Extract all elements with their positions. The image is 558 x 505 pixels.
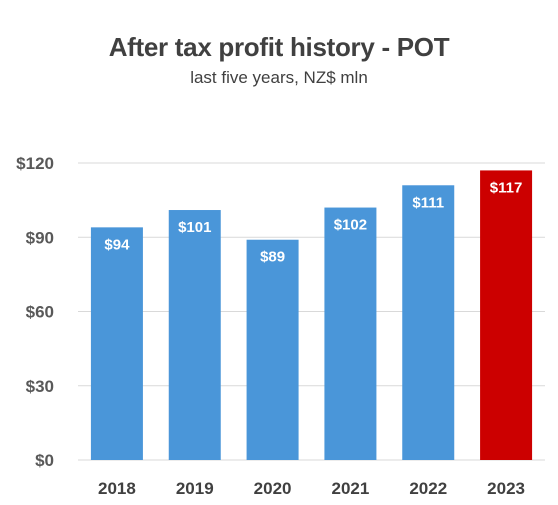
- data-label-2021: $102: [334, 217, 367, 234]
- y-tick-label: $60: [26, 303, 54, 322]
- data-label-2023: $117: [490, 179, 523, 196]
- bar-2018: [90, 227, 143, 460]
- y-tick-label: $0: [35, 451, 54, 470]
- chart-subtitle: last five years, NZ$ mln: [190, 68, 368, 87]
- bar-2020: [246, 239, 299, 460]
- x-tick-label-2023: 2023: [487, 479, 525, 498]
- gridlines: [78, 162, 545, 461]
- bar-2019: [168, 210, 221, 460]
- bar-2023: [480, 170, 533, 461]
- data-label-2018: $94: [104, 236, 130, 253]
- y-tick-label: $120: [16, 154, 54, 173]
- x-tick-label-2019: 2019: [176, 479, 214, 498]
- data-labels: $94 $101 $89 $102 $111 $117: [104, 179, 522, 265]
- y-axis-ticks: $0 $30 $60 $90 $120: [16, 154, 54, 470]
- y-tick-label: $90: [26, 228, 54, 247]
- data-label-2022: $111: [412, 194, 444, 211]
- bar-2021: [324, 207, 377, 460]
- data-label-2020: $89: [260, 249, 285, 266]
- chart-title: After tax profit history - POT: [108, 32, 450, 62]
- data-label-2019: $101: [178, 219, 211, 236]
- bars: [90, 170, 533, 461]
- x-tick-label-2022: 2022: [409, 479, 447, 498]
- y-tick-label: $30: [26, 377, 54, 396]
- x-tick-label-2020: 2020: [254, 479, 292, 498]
- x-tick-label-2021: 2021: [332, 479, 370, 498]
- x-tick-label-2018: 2018: [98, 479, 136, 498]
- x-axis-ticks: 2018 2019 2020 2021 2022 2023: [98, 479, 525, 498]
- bar-2022: [402, 185, 455, 460]
